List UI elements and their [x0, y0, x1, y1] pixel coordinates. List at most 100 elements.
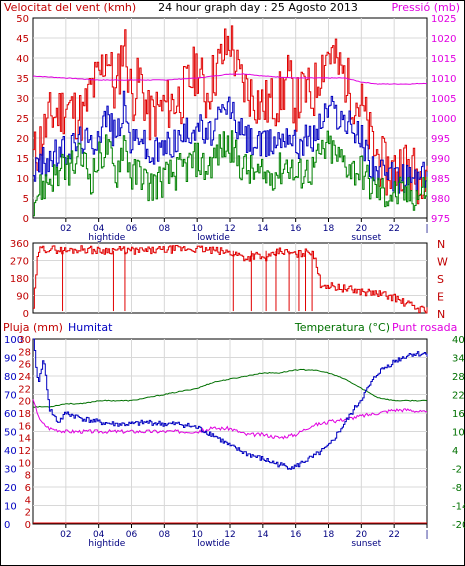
humidity-tick-label: 90	[4, 354, 17, 365]
event-label: lowtide	[197, 539, 230, 549]
temperature-tick-label: -14	[452, 502, 465, 513]
series-line-avg	[33, 90, 428, 194]
temperature-tick-label: 28	[452, 372, 465, 383]
series-line-1	[32, 399, 428, 440]
temperature-tick-label: 22	[452, 391, 465, 402]
y2-tick-label: 995	[431, 134, 450, 145]
y2-tick-label: E	[437, 291, 444, 304]
series-line-0	[32, 368, 428, 408]
rain-tick-label: 12	[18, 446, 31, 457]
y2-tick-label: 975	[431, 214, 450, 225]
y-tick-label: 20	[16, 134, 29, 145]
humidity-tick-label: 10	[4, 502, 17, 513]
y2-tick-label: 1020	[431, 34, 456, 45]
x-tick-label: |	[425, 224, 428, 234]
event-label: hightide	[88, 233, 125, 243]
y-tick-label: 10	[16, 174, 29, 185]
y-tick-label: 0	[23, 214, 29, 225]
rain-tick-label: 24	[18, 372, 31, 383]
event-label: sunset	[351, 539, 381, 549]
x-tick-label: 04	[93, 224, 105, 234]
y-tick-label: 25	[16, 114, 29, 125]
x-tick-label: 04	[93, 530, 105, 540]
event-label: sunset	[351, 233, 381, 243]
rain-tick-label: 6	[25, 483, 31, 494]
temperature-axis-title: Temperatura (°C)	[294, 321, 390, 334]
y-tick-label: 40	[16, 54, 29, 65]
series-line-pressure	[32, 73, 428, 85]
event-label: hightide	[88, 539, 125, 549]
series-line-min	[33, 130, 428, 217]
humidity-tick-label: 80	[4, 372, 17, 383]
y-tick-label: 180	[10, 274, 29, 285]
humidity-axis-title: Humitat	[68, 321, 113, 334]
x-tick-label: 16	[290, 224, 302, 234]
rain-tick-label: 22	[18, 384, 31, 395]
temperature-tick-label: -2	[452, 465, 462, 476]
y2-tick-label: N	[437, 238, 445, 251]
x-tick-label: |	[425, 530, 428, 540]
temperature-panel: Pluja (mm) Humitat Temperatura (°C) Punt…	[3, 321, 465, 549]
humidity-tick-label: 30	[4, 465, 17, 476]
y-tick-label: 360	[10, 239, 29, 250]
x-tick-label: 20	[356, 224, 368, 234]
y-tick-label: 50	[16, 14, 29, 25]
y2-tick-label: 1005	[431, 94, 456, 105]
x-tick-label: 10	[191, 530, 203, 540]
rain-tick-label: 4	[25, 495, 31, 506]
rain-tick-label: 28	[18, 347, 31, 358]
y2-tick-label: 990	[431, 154, 450, 165]
x-tick-label: 18	[323, 530, 335, 540]
x-tick-label: 06	[126, 224, 138, 234]
y-tick-label: 15	[16, 154, 29, 165]
humidity-tick-label: 50	[4, 428, 17, 439]
wind-panel: Velocitat del vent (kmh) 24 hour graph d…	[4, 1, 460, 243]
y2-tick-label: 1010	[431, 74, 456, 85]
temperature-tick-label: 10	[452, 428, 465, 439]
pressure-axis-title: Pressió (mb)	[391, 1, 460, 14]
y-tick-label: 35	[16, 74, 29, 85]
event-label: lowtide	[197, 233, 230, 243]
humidity-tick-label: 60	[4, 409, 17, 420]
x-tick-label: 22	[388, 530, 399, 540]
rain-tick-label: 26	[18, 360, 31, 371]
x-tick-label: 14	[257, 530, 269, 540]
y2-tick-label: 1000	[431, 114, 456, 125]
y2-tick-label: 1025	[431, 14, 456, 25]
y-tick-label: 5	[23, 194, 29, 205]
y-tick-label: 30	[16, 94, 29, 105]
y2-tick-label: W	[437, 256, 448, 269]
humidity-tick-label: 70	[4, 391, 17, 402]
rain-tick-label: 2	[25, 508, 31, 519]
x-tick-label: 20	[356, 530, 368, 540]
y2-tick-label: 1015	[431, 54, 456, 65]
humidity-tick-label: 40	[4, 446, 17, 457]
rain-axis-title: Pluja (mm)	[3, 321, 63, 334]
x-tick-label: 02	[60, 530, 71, 540]
rain-tick-label: 0	[25, 520, 31, 531]
rain-tick-label: 8	[25, 471, 31, 482]
x-tick-label: 14	[257, 224, 269, 234]
y2-tick-label: N	[437, 308, 445, 321]
y-tick-label: 0	[23, 309, 29, 320]
graph-title: 24 hour graph day : 25 Agosto 2013	[158, 1, 358, 14]
x-tick-label: 10	[191, 224, 203, 234]
rain-tick-label: 20	[18, 397, 31, 408]
rain-tick-label: 18	[18, 409, 31, 420]
humidity-tick-label: 20	[4, 483, 17, 494]
x-tick-label: 02	[60, 224, 71, 234]
x-tick-label: 22	[388, 224, 399, 234]
rain-tick-label: 10	[18, 458, 31, 469]
temperature-tick-label: 4	[452, 446, 458, 457]
rain-tick-label: 14	[18, 434, 31, 445]
temperature-tick-label: -8	[452, 483, 462, 494]
x-tick-label: 16	[290, 530, 302, 540]
wind-axis-title: Velocitat del vent (kmh)	[4, 1, 136, 14]
y-tick-label: 90	[16, 292, 29, 303]
y2-tick-label: 980	[431, 194, 450, 205]
x-tick-label: 12	[224, 224, 235, 234]
y2-tick-label: 985	[431, 174, 450, 185]
x-tick-label: 08	[159, 224, 171, 234]
